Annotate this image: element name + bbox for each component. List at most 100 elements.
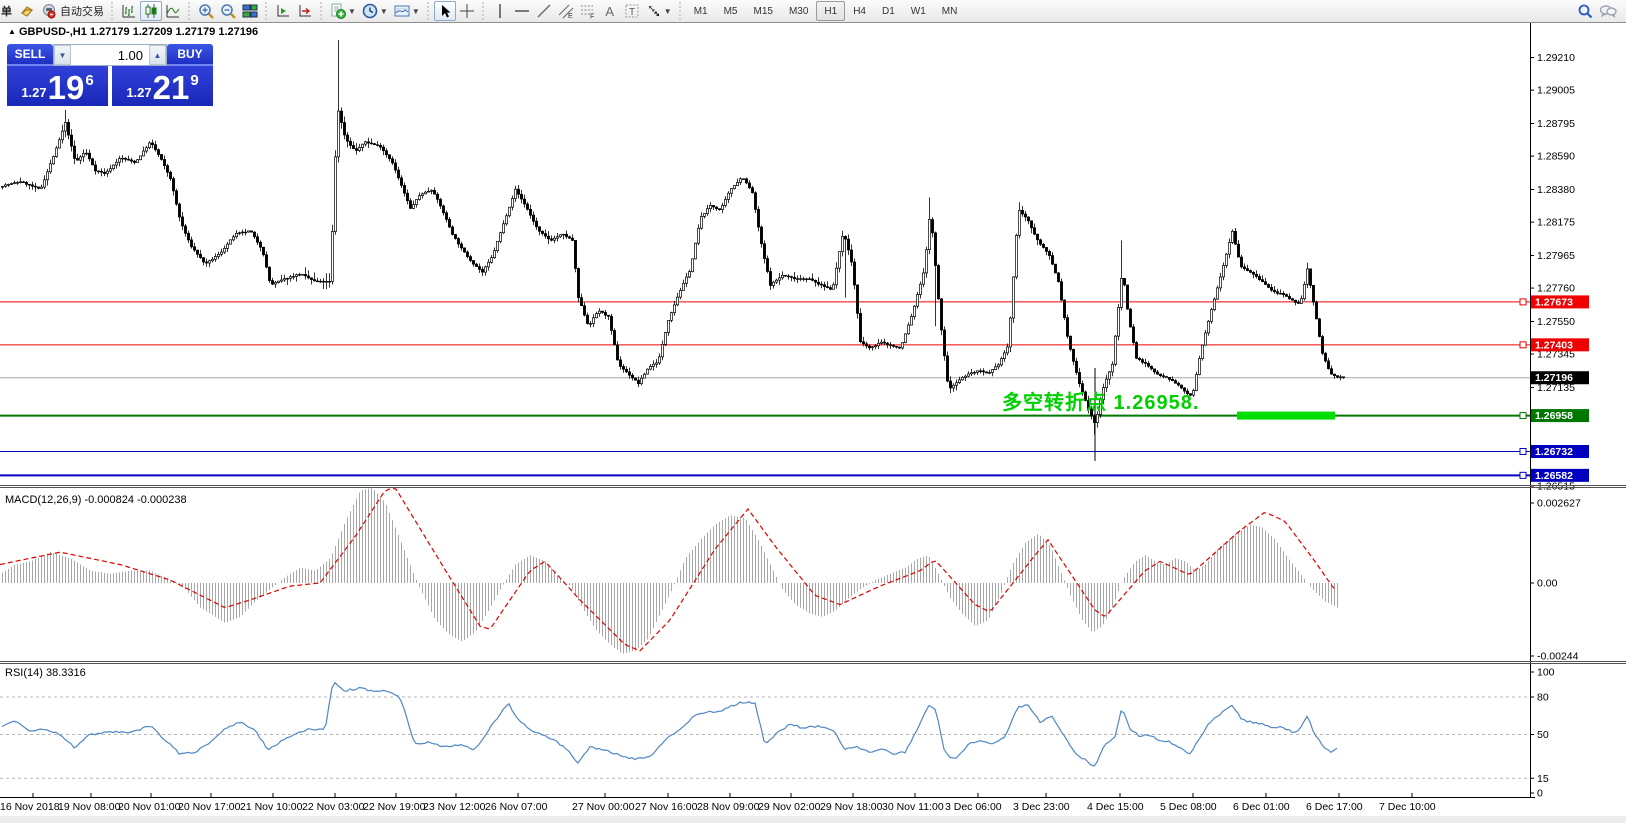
drawn-objects: 多空转折点 1.26958. [1002, 368, 1335, 461]
chat-button[interactable] [1596, 1, 1620, 21]
sell-price-pip: 6 [85, 72, 94, 89]
horizontal-line-tool-button[interactable] [511, 1, 533, 21]
auto-trading-robot-icon [43, 4, 56, 19]
periods-caret-icon: ▼ [379, 6, 388, 16]
toolbar-separator [263, 2, 270, 20]
cursor-button[interactable] [433, 1, 456, 21]
macd-pane: 0.002627 0.00 -0.00244 [0, 487, 1581, 663]
buy-price-prefix: 1.27 [126, 85, 152, 100]
buy-price-pip: 9 [190, 72, 199, 89]
rsi-indicator-label: RSI(14) 38.3316 [5, 667, 86, 679]
svg-text:20 Nov 17:00: 20 Nov 17:00 [178, 801, 241, 813]
buy-price-main: 21 [152, 69, 190, 106]
zoom-out-button[interactable] [217, 1, 239, 21]
periods-button[interactable]: ▼ [359, 1, 391, 21]
svg-text:6 Dec 17:00: 6 Dec 17:00 [1306, 801, 1363, 813]
timeframe-h1[interactable]: H1 [816, 1, 846, 21]
arrows-tool-button[interactable]: ▼ [643, 1, 675, 21]
timeframe-m30[interactable]: M30 [788, 5, 809, 17]
label-tool-icon: T [625, 4, 639, 18]
svg-text:E: E [568, 13, 573, 19]
rsi-pane: 100 80 50 15 0 [0, 667, 1555, 800]
svg-text:1.27760: 1.27760 [1537, 283, 1575, 295]
timeframe-m1[interactable]: M1 [693, 5, 708, 17]
candlestick-chart-button[interactable] [140, 1, 162, 21]
svg-text:29 Nov 18:00: 29 Nov 18:00 [820, 801, 883, 813]
channel-tool-button[interactable]: E [555, 1, 577, 21]
auto-trading-label: 自动交易 [60, 6, 104, 18]
indicators-icon [331, 3, 346, 19]
volume-decrease-button[interactable]: ▼ [54, 45, 71, 65]
svg-text:1.27403: 1.27403 [1535, 339, 1573, 351]
vertical-line-tool-button[interactable] [489, 1, 511, 21]
svg-text:1.28175: 1.28175 [1537, 217, 1575, 229]
svg-text:50: 50 [1537, 729, 1549, 741]
svg-text:21 Nov 10:00: 21 Nov 10:00 [240, 801, 303, 813]
templates-caret-icon: ▼ [411, 6, 420, 16]
svg-text:20 Nov 01:00: 20 Nov 01:00 [118, 801, 181, 813]
tile-windows-button[interactable] [239, 1, 261, 21]
fibonacci-tool-button[interactable]: F [577, 1, 599, 21]
search-button[interactable] [1574, 1, 1596, 21]
line-chart-icon [166, 5, 180, 18]
line-chart-button[interactable] [162, 1, 184, 21]
timeframe-w1[interactable]: W1 [910, 5, 926, 17]
fibonacci-icon: F [580, 5, 594, 19]
zoom-in-icon [199, 4, 214, 19]
sell-price-prefix: 1.27 [21, 85, 47, 100]
crosshair-button[interactable] [456, 1, 478, 21]
svg-text:28 Nov 09:00: 28 Nov 09:00 [697, 801, 760, 813]
timeframe-mn[interactable]: MN [941, 5, 958, 17]
svg-text:0: 0 [1537, 788, 1543, 800]
svg-text:1.26582: 1.26582 [1535, 470, 1573, 482]
auto-scroll-button[interactable] [272, 1, 294, 21]
toolbar-separator [424, 2, 432, 20]
timeframe-m5[interactable]: M5 [723, 5, 738, 17]
text-tool-icon: A [605, 3, 615, 19]
svg-text:15: 15 [1537, 773, 1549, 785]
cursor-arrow-icon [441, 5, 451, 18]
chart-shift-button[interactable] [294, 1, 316, 21]
bar-chart-button[interactable] [118, 1, 140, 21]
tile-windows-icon [242, 4, 258, 18]
new-order-label[interactable]: 单 [1, 6, 12, 18]
text-tool-button[interactable]: A [599, 1, 621, 21]
svg-text:7 Dec 10:00: 7 Dec 10:00 [1379, 801, 1436, 813]
sell-price-button[interactable]: 1.27 19 6 [7, 66, 108, 106]
timeframe-d1[interactable]: D1 [882, 5, 895, 17]
trendline-tool-button[interactable] [533, 1, 555, 21]
templates-button[interactable]: ▼ [391, 1, 423, 21]
svg-text:100: 100 [1537, 667, 1555, 679]
indicators-button[interactable]: ▼ [327, 1, 359, 21]
buy-price-button[interactable]: 1.27 21 9 [112, 66, 213, 106]
label-tool-button[interactable]: T [621, 1, 643, 21]
svg-text:1.27196: 1.27196 [1535, 372, 1573, 384]
auto-trading-button[interactable]: 自动交易 [38, 1, 107, 21]
volume-increase-button[interactable]: ▲ [149, 45, 166, 65]
svg-text:22 Nov 19:00: 22 Nov 19:00 [363, 801, 426, 813]
indicators-caret-icon: ▼ [348, 6, 356, 16]
svg-text:1.28380: 1.28380 [1537, 184, 1575, 196]
timeframe-h4[interactable]: H4 [853, 5, 866, 17]
chart-shift-icon [299, 5, 311, 17]
svg-text:16 Nov 2018: 16 Nov 2018 [0, 801, 60, 813]
timeframe-m15[interactable]: M15 [753, 5, 773, 17]
arrows-icon [648, 5, 660, 17]
history-center-button[interactable] [16, 1, 38, 21]
buy-button[interactable]: BUY [167, 44, 213, 66]
zoom-in-button[interactable] [195, 1, 217, 21]
auto-scroll-icon [277, 5, 289, 17]
horizontal-line-icon [514, 10, 529, 12]
svg-text:1.27673: 1.27673 [1535, 296, 1573, 308]
svg-text:23 Nov 12:00: 23 Nov 12:00 [423, 801, 486, 813]
collapse-triangle-icon[interactable]: ▲ [8, 27, 16, 36]
arrows-caret-icon: ▼ [663, 6, 672, 16]
volume-input[interactable]: 1.00 [117, 47, 143, 63]
candlestick-chart-icon [145, 4, 157, 18]
svg-text:6 Dec 01:00: 6 Dec 01:00 [1233, 801, 1290, 813]
svg-text:1.26515: 1.26515 [1537, 481, 1575, 493]
sell-button[interactable]: SELL [7, 44, 53, 66]
svg-text:1.27550: 1.27550 [1537, 316, 1575, 328]
